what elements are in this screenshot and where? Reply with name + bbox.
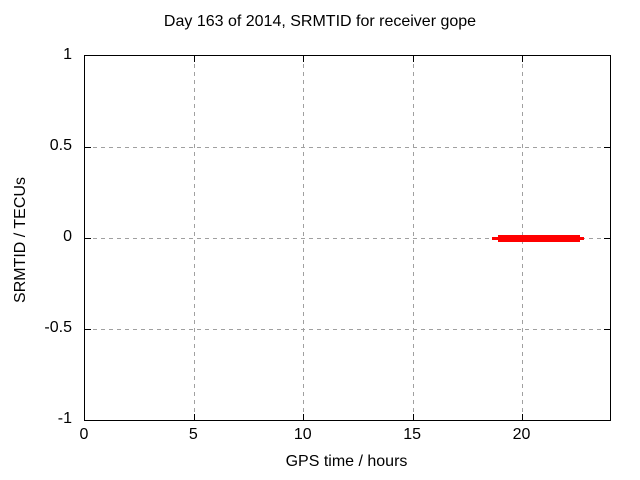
x-tick-label: 10 [293, 426, 312, 443]
y-tick-right [604, 237, 610, 239]
x-tick-top [303, 56, 305, 62]
x-tick-label: 0 [79, 426, 89, 443]
y-tick-right [604, 146, 610, 148]
x-tick-bottom [522, 414, 523, 420]
x-tick-label: 5 [188, 426, 198, 443]
y-tick-left [85, 237, 91, 239]
x-axis-label: GPS time / hours [285, 453, 408, 470]
x-tick-top [522, 56, 523, 62]
y-gridline [85, 328, 610, 330]
y-tick-label: -1 [57, 410, 72, 427]
y-tick-right [604, 328, 610, 330]
x-tick-top [412, 56, 414, 62]
y-tick-label: 1 [63, 46, 72, 63]
x-tick-label: 15 [403, 426, 422, 443]
y-gridline [85, 237, 610, 239]
y-tick-left [85, 328, 91, 330]
x-tick-label: 20 [512, 426, 531, 443]
x-tick-bottom [412, 414, 414, 420]
y-axis-label: SRMTID / TECUs [12, 177, 29, 303]
chart-title: Day 163 of 2014, SRMTID for receiver gop… [163, 13, 477, 30]
x-tick-bottom [193, 414, 195, 420]
y-tick-left [85, 146, 91, 148]
data-series-srmtid [498, 234, 581, 242]
y-tick-label: -0.5 [44, 319, 72, 336]
y-tick-label: 0.5 [49, 137, 72, 154]
x-tick-bottom [303, 414, 305, 420]
x-tick-top [193, 56, 195, 62]
plot-area [84, 55, 611, 421]
y-tick-label: 0 [63, 228, 72, 245]
y-gridline [85, 146, 610, 148]
